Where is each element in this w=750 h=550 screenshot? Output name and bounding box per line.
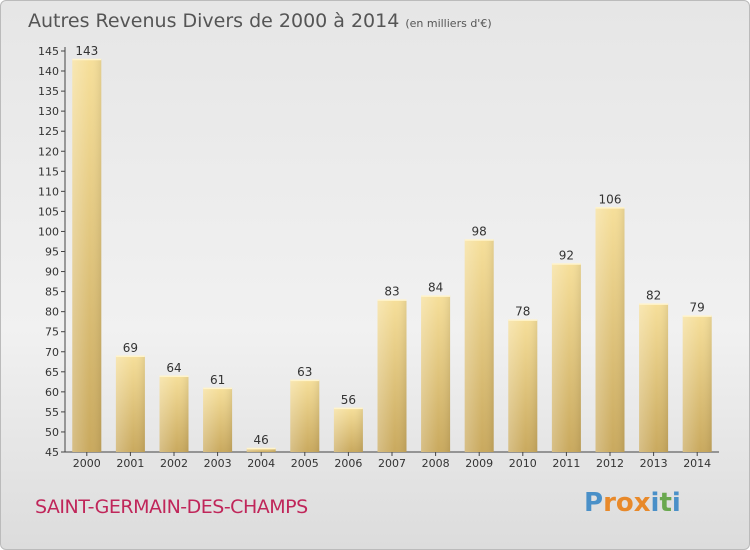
bar-value-label: 61 bbox=[210, 373, 225, 387]
place-name: SAINT-GERMAIN-DES-CHAMPS bbox=[35, 496, 308, 518]
x-tick-label: 2010 bbox=[509, 457, 537, 470]
y-tick-label: 140 bbox=[38, 65, 59, 78]
bar-value-label: 143 bbox=[75, 44, 98, 58]
bar-shade bbox=[595, 207, 625, 452]
y-tick-label: 80 bbox=[45, 306, 59, 319]
y-tick-label: 110 bbox=[38, 185, 59, 198]
bar-value-label: 63 bbox=[297, 365, 312, 379]
y-tick-label: 120 bbox=[38, 145, 59, 158]
x-tick-label: 2007 bbox=[378, 457, 406, 470]
bar-shade bbox=[421, 295, 451, 452]
bar-shade bbox=[115, 355, 145, 452]
x-tick-label: 2006 bbox=[334, 457, 362, 470]
y-tick-label: 100 bbox=[38, 225, 59, 238]
y-tick-label: 50 bbox=[45, 426, 59, 439]
y-tick-label: 115 bbox=[38, 165, 59, 178]
logo-letter: i bbox=[650, 488, 660, 518]
x-tick-label: 2012 bbox=[596, 457, 624, 470]
y-tick-label: 90 bbox=[45, 266, 59, 279]
bar-shade bbox=[290, 379, 320, 452]
bar-value-label: 56 bbox=[341, 393, 356, 407]
x-tick-label: 2009 bbox=[465, 457, 493, 470]
bar-value-label: 92 bbox=[559, 249, 574, 263]
y-tick-label: 85 bbox=[45, 286, 59, 299]
bar-value-label: 46 bbox=[254, 433, 269, 447]
y-tick-label: 55 bbox=[45, 406, 59, 419]
x-tick-label: 2008 bbox=[422, 457, 450, 470]
bar-shade bbox=[333, 407, 363, 452]
x-tick-label: 2004 bbox=[247, 457, 275, 470]
x-tick-label: 2005 bbox=[291, 457, 319, 470]
y-tick-label: 65 bbox=[45, 366, 59, 379]
y-tick-label: 135 bbox=[38, 85, 59, 98]
bar-value-label: 79 bbox=[690, 301, 705, 315]
logo-letter: t bbox=[659, 488, 672, 518]
bar-shade bbox=[72, 59, 102, 453]
x-tick-label: 2001 bbox=[116, 457, 144, 470]
bar-shade bbox=[464, 239, 494, 452]
x-tick-label: 2003 bbox=[204, 457, 232, 470]
y-tick-label: 95 bbox=[45, 246, 59, 259]
bar-shade bbox=[639, 303, 669, 452]
bar-value-label: 98 bbox=[472, 224, 487, 238]
bar-value-label: 83 bbox=[384, 285, 399, 299]
bar-shade bbox=[682, 315, 712, 452]
bar-value-label: 82 bbox=[646, 289, 661, 303]
bar-shade bbox=[159, 375, 189, 452]
bar-shade bbox=[203, 387, 233, 452]
bar-value-label: 84 bbox=[428, 281, 443, 295]
x-tick-label: 2013 bbox=[640, 457, 668, 470]
logo-letter: o bbox=[615, 488, 634, 518]
bar-shade bbox=[377, 299, 407, 452]
chart-title-text: Autres Revenus Divers de 2000 à 2014 bbox=[28, 10, 400, 32]
logo-letter: x bbox=[633, 488, 651, 518]
logo-letter: r bbox=[603, 488, 616, 518]
bar-shade bbox=[246, 447, 276, 452]
bar-value-label: 78 bbox=[515, 305, 530, 319]
bar-chart: 45 50 55 60 65 70 75 80 85 90 95 100 105 110 115 120 125… bbox=[38, 44, 719, 470]
logo-letter: P bbox=[584, 488, 604, 518]
y-tick-label: 125 bbox=[38, 125, 59, 138]
chart-title: Autres Revenus Divers de 2000 à 2014 (en … bbox=[28, 10, 492, 32]
x-tick-label: 2002 bbox=[160, 457, 188, 470]
x-tick-label: 2014 bbox=[683, 457, 711, 470]
logo-letter: i bbox=[671, 488, 681, 518]
y-tick-label: 145 bbox=[38, 45, 59, 58]
bar-value-label: 69 bbox=[123, 341, 138, 355]
bar-value-label: 106 bbox=[599, 192, 622, 206]
y-tick-label: 70 bbox=[45, 346, 59, 359]
y-tick-label: 45 bbox=[45, 446, 59, 459]
y-tick-label: 60 bbox=[45, 386, 59, 399]
bar-shade bbox=[551, 263, 581, 452]
y-tick-label: 130 bbox=[38, 105, 59, 118]
bar-shade bbox=[508, 319, 538, 452]
chart-unit: (en milliers d'€) bbox=[405, 17, 492, 30]
y-tick-label: 75 bbox=[45, 326, 59, 339]
proxiti-logo: Proxiti bbox=[584, 488, 681, 518]
x-tick-label: 2011 bbox=[552, 457, 580, 470]
bar-value-label: 64 bbox=[166, 361, 181, 375]
x-tick-label: 2000 bbox=[73, 457, 101, 470]
y-tick-label: 105 bbox=[38, 205, 59, 218]
